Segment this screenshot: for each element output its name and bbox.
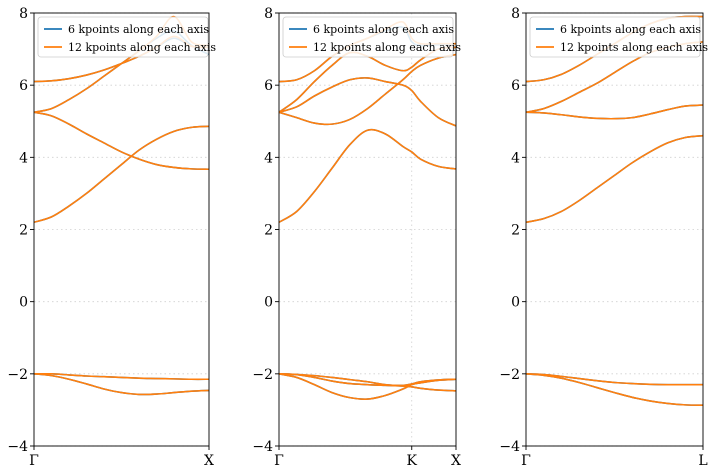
y-tick-label: −2 bbox=[499, 367, 520, 383]
band-line bbox=[279, 128, 456, 223]
x-tick-label: Γ bbox=[521, 453, 531, 469]
y-tick-label: 4 bbox=[264, 150, 273, 166]
band-line bbox=[34, 111, 209, 171]
band-line bbox=[34, 372, 209, 381]
x-tick-label: X bbox=[451, 453, 461, 469]
y-tick-label: 6 bbox=[264, 78, 273, 94]
x-tick-label: Γ bbox=[274, 453, 284, 469]
band-line bbox=[279, 53, 456, 126]
band-line bbox=[34, 125, 209, 224]
series-1 bbox=[526, 15, 703, 407]
y-tick-label: −4 bbox=[252, 439, 273, 455]
band-line bbox=[279, 77, 456, 127]
band-line bbox=[279, 373, 456, 392]
legend-label: 12 kpoints along each axis bbox=[68, 41, 216, 54]
band-line bbox=[34, 125, 209, 224]
y-tick-label: 0 bbox=[511, 295, 520, 311]
legend-box bbox=[529, 16, 701, 58]
y-tick-label: 8 bbox=[19, 6, 28, 22]
legend: 6 kpoints along each axis 12 kpoints alon… bbox=[529, 16, 708, 58]
band-line bbox=[526, 373, 703, 407]
panel-1: −4 −2 0 2 4 6 8 Γ X 6 kpoints along each axis 12 k… bbox=[7, 6, 216, 469]
series-1 bbox=[279, 26, 456, 400]
x-tick-label: X bbox=[204, 453, 214, 469]
band-line bbox=[279, 373, 456, 400]
band-line bbox=[34, 111, 209, 171]
band-line bbox=[34, 373, 209, 396]
legend-box bbox=[282, 16, 454, 58]
x-tick-label: K bbox=[407, 453, 418, 469]
legend-label: 6 kpoints along each axis bbox=[560, 23, 701, 36]
y-tick-label: 4 bbox=[511, 150, 520, 166]
y-tick-label: 2 bbox=[511, 223, 520, 239]
y-tick-label: −2 bbox=[7, 367, 28, 383]
legend-label: 12 kpoints along each axis bbox=[560, 41, 708, 54]
band-line bbox=[279, 53, 456, 126]
y-tick-label: 6 bbox=[19, 78, 28, 94]
band-line bbox=[279, 373, 456, 387]
y-tick-label: 8 bbox=[511, 6, 520, 22]
legend-box bbox=[37, 16, 209, 58]
legend-label: 12 kpoints along each axis bbox=[313, 41, 461, 54]
y-tick-label: −4 bbox=[499, 439, 520, 455]
series-2 bbox=[34, 15, 209, 396]
band-line bbox=[526, 104, 703, 120]
legend-label: 6 kpoints along each axis bbox=[68, 23, 209, 36]
band-line bbox=[526, 373, 703, 407]
y-tick-label: 2 bbox=[264, 223, 273, 239]
series-2 bbox=[279, 20, 456, 400]
band-line bbox=[526, 134, 703, 224]
y-tick-label: 8 bbox=[264, 6, 273, 22]
band-line bbox=[279, 373, 456, 400]
y-tick-label: 0 bbox=[264, 295, 273, 311]
y-tick-label: 6 bbox=[511, 78, 520, 94]
legend-label: 6 kpoints along each axis bbox=[313, 23, 454, 36]
legend: 6 kpoints along each axis 12 kpoints alon… bbox=[37, 16, 216, 58]
y-tick-label: 2 bbox=[19, 223, 28, 239]
x-tick-label: L bbox=[698, 453, 707, 469]
y-tick-label: 4 bbox=[19, 150, 28, 166]
y-tick-label: 0 bbox=[19, 295, 28, 311]
panel-3: −4 −2 0 2 4 6 8 Γ L 6 kpoints along each axis 12 k… bbox=[499, 6, 708, 469]
y-tick-label: −4 bbox=[7, 439, 28, 455]
series-2 bbox=[526, 15, 703, 407]
band-line bbox=[279, 128, 456, 223]
y-tick-label: −2 bbox=[252, 367, 273, 383]
x-tick-label: Γ bbox=[29, 453, 39, 469]
band-line bbox=[279, 46, 456, 113]
panel-2: −4 −2 0 2 4 6 8 Γ K X 6 kpoints along each axis 12 … bbox=[252, 6, 461, 469]
band-line bbox=[526, 134, 703, 224]
legend: 6 kpoints along each axis 12 kpoints alon… bbox=[282, 16, 461, 58]
band-line bbox=[526, 373, 703, 386]
